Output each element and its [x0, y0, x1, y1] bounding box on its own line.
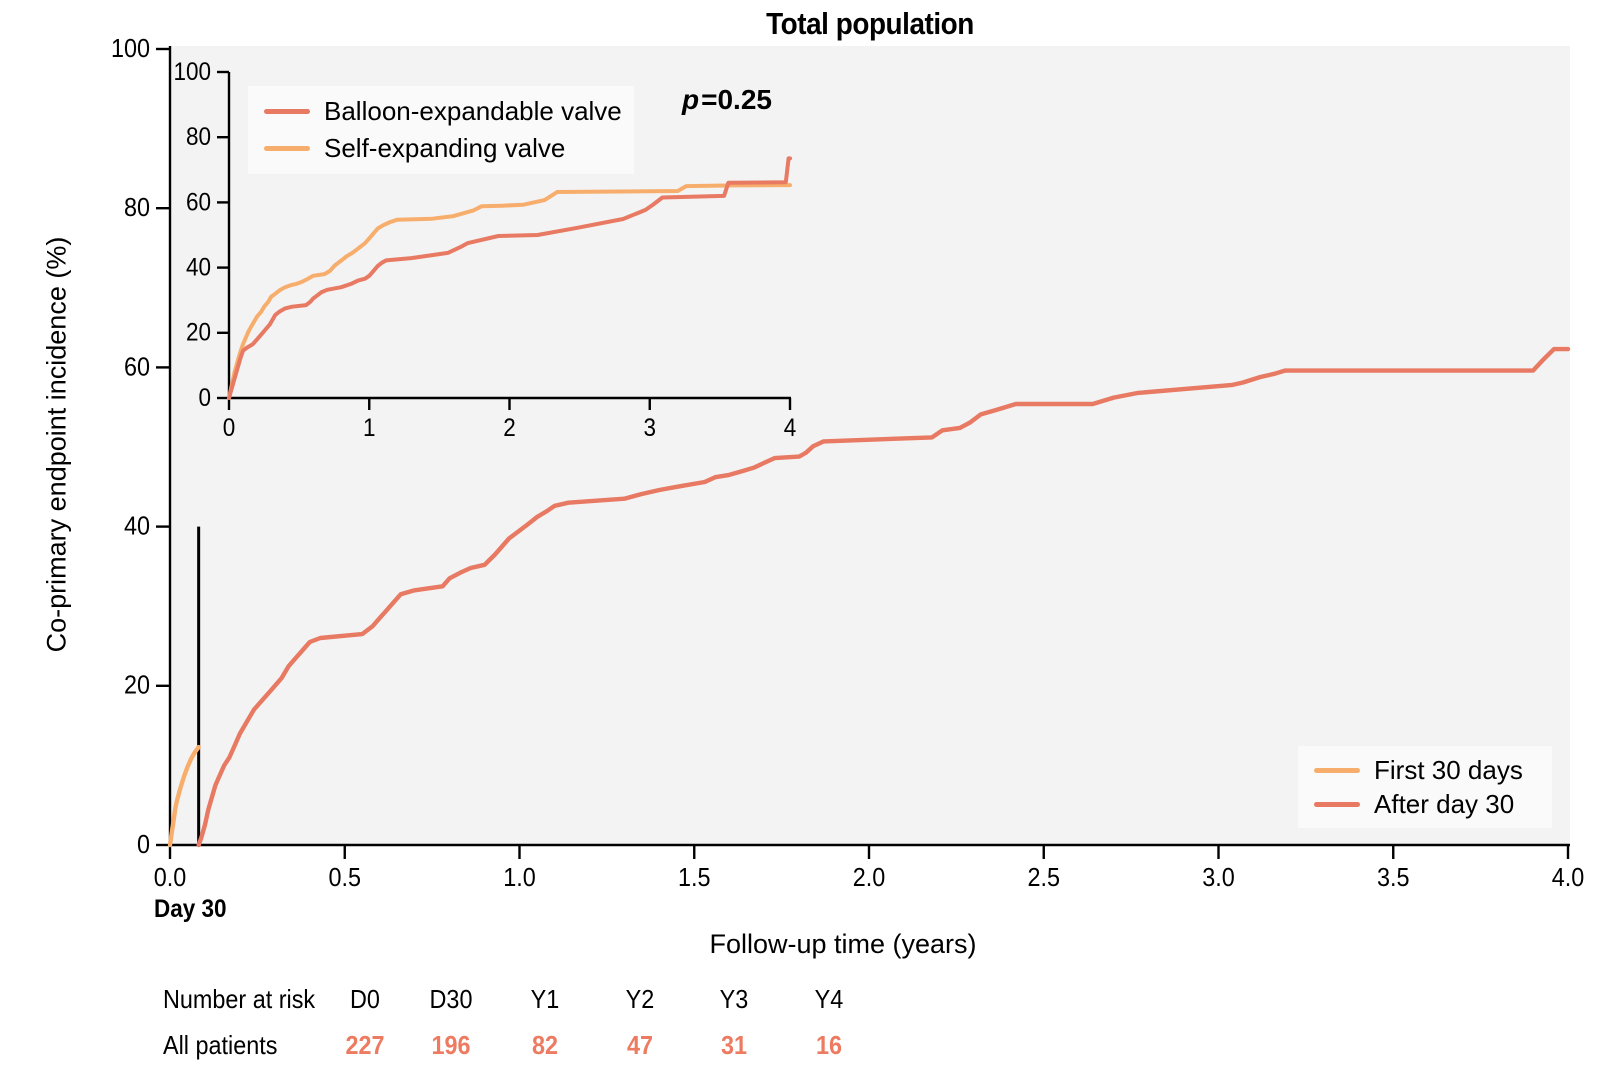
inset-legend-swatch	[264, 146, 310, 151]
p-value-number: =0.25	[701, 84, 772, 115]
main-x-tick-label: 3.5	[1377, 864, 1410, 892]
inset-legend-label: Self-expanding valve	[324, 133, 566, 163]
main-x-tick-label: 1.0	[503, 864, 536, 892]
main-y-tick-label: 60	[124, 353, 150, 381]
main-x-tick-label: 1.5	[678, 864, 711, 892]
main-y-tick-label: 20	[124, 672, 150, 700]
inset-y-tick-label: 40	[186, 253, 211, 281]
risk-column-header: Y2	[625, 984, 655, 1014]
main-y-tick-label: 40	[124, 512, 150, 540]
inset-y-tick-label: 100	[173, 58, 211, 86]
main-legend-label: First 30 days	[1374, 754, 1523, 785]
inset-legend: Balloon-expandable valve Self-expanding v…	[248, 86, 634, 174]
day30-annotation: Day 30	[154, 895, 227, 923]
main-plot-background	[170, 46, 1570, 845]
risk-value: 82	[531, 1030, 559, 1060]
risk-table-header-label: Number at risk	[163, 984, 316, 1014]
risk-column-header: D0	[350, 984, 380, 1014]
main-legend-swatch	[1314, 801, 1360, 807]
risk-value: 196	[431, 1030, 471, 1060]
inset-x-tick-label: 3	[643, 414, 656, 442]
inset-series-self-expanding-valve	[227, 183, 792, 400]
main-x-tick-label: 2.5	[1027, 864, 1060, 892]
main-x-tick-label: 4.0	[1552, 864, 1585, 892]
risk-value: 31	[720, 1030, 748, 1060]
main-x-tick-label: 0.5	[328, 864, 361, 892]
risk-row-label: All patients	[163, 1030, 278, 1060]
main-x-tick-label: 2.0	[853, 864, 886, 892]
main-y-tick-label: 0	[137, 831, 150, 859]
inset-y-tick-label: 60	[186, 188, 211, 216]
risk-column-header: Y1	[530, 984, 560, 1014]
main-y-tick-label: 80	[124, 194, 150, 222]
main-series-first-30-days	[167, 744, 201, 848]
risk-value: 47	[626, 1030, 654, 1060]
main-series-after-day-30	[196, 346, 1571, 848]
p-value: p=0.25	[682, 84, 772, 116]
inset-x-tick-label: 0	[223, 414, 236, 442]
y-axis-label: Co-primary endpoint incidence (%)	[41, 236, 72, 653]
inset-legend-label: Balloon-expandable valve	[324, 96, 622, 126]
risk-column-header: Y3	[719, 984, 749, 1014]
main-legend-label: After day 30	[1374, 788, 1515, 819]
inset-x-tick-label: 4	[784, 414, 797, 442]
main-y-tick-label: 100	[111, 35, 150, 63]
risk-column-header: D30	[429, 984, 473, 1014]
x-axis-label: Follow-up time (years)	[709, 929, 977, 959]
inset-y-tick-label: 0	[198, 384, 211, 412]
inset-y-tick-label: 20	[186, 319, 211, 347]
inset-legend-item: Self-expanding valve	[248, 133, 634, 164]
inset-x-tick-label: 2	[503, 414, 516, 442]
risk-column-header: Y4	[814, 984, 844, 1014]
chart-title: Total population	[766, 6, 974, 41]
main-legend-item: After day 30	[1298, 789, 1552, 820]
inset-y-tick-label: 80	[186, 123, 211, 151]
main-x-tick-label: 0.0	[154, 864, 187, 892]
inset-series-balloon-expandable-valve	[227, 156, 792, 400]
risk-value: 16	[815, 1030, 843, 1060]
risk-value: 227	[345, 1030, 385, 1060]
inset-legend-item: Balloon-expandable valve	[248, 96, 634, 127]
inset-legend-swatch	[264, 109, 310, 114]
inset-x-tick-label: 1	[363, 414, 376, 442]
main-legend-swatch	[1314, 767, 1360, 773]
main-x-tick-label: 3.0	[1202, 864, 1235, 892]
p-value-symbol: p	[682, 84, 700, 115]
main-legend: First 30 days After day 30	[1298, 746, 1552, 828]
main-legend-item: First 30 days	[1298, 755, 1552, 786]
